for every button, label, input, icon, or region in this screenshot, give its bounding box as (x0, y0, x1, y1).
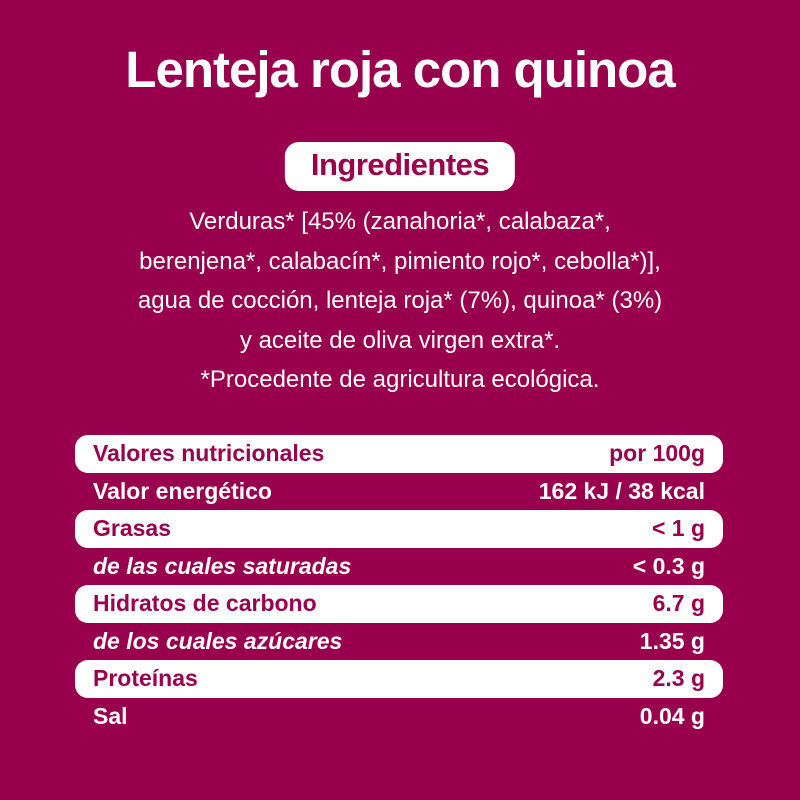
ingredients-badge: Ingredientes (284, 142, 516, 191)
table-header-row: Valores nutricionales por 100g (75, 435, 723, 473)
table-row-sal: Sal 0.04 g (75, 698, 723, 736)
table-row-azucares: de los cuales azúcares 1.35 g (75, 623, 723, 661)
row-value: < 0.3 g (632, 552, 705, 579)
product-title: Lenteja roja con quinoa (125, 41, 675, 98)
row-label: Hidratos de carbono (93, 590, 317, 617)
table-row-hidratos: Hidratos de carbono 6.7 g (75, 585, 723, 623)
table-header-label: Valores nutricionales (93, 440, 325, 467)
row-value: 162 kJ / 38 kcal (538, 477, 705, 504)
ingredients-line: agua de cocción, lenteja roja* (7%), qui… (137, 287, 663, 314)
ingredients-badge-label: Ingredientes (310, 147, 490, 182)
row-label: Sal (93, 702, 128, 729)
row-label: Valor energético (93, 477, 272, 504)
ingredients-text: Verduras* [45% (zanahoria*, calabaza*, b… (40, 202, 760, 400)
ingredients-line: Verduras* [45% (zanahoria*, calabaza*, (189, 208, 611, 235)
row-value: 0.04 g (639, 702, 705, 729)
table-row-proteinas: Proteínas 2.3 g (75, 660, 723, 698)
nutrition-table: Valores nutricionales por 100g Valor ene… (75, 435, 723, 735)
row-value: 2.3 g (652, 665, 705, 692)
row-label: Grasas (93, 515, 172, 542)
row-label: de las cuales saturadas (93, 552, 352, 579)
row-label: Proteínas (93, 665, 198, 692)
row-value: < 1 g (651, 515, 705, 542)
ingredients-line: y aceite de oliva virgen extra*. (239, 326, 561, 354)
ingredients-line: *Procedente de agricultura ecológica. (200, 366, 600, 393)
table-row-saturadas: de las cuales saturadas < 0.3 g (75, 548, 723, 586)
table-row-grasas: Grasas < 1 g (75, 510, 723, 548)
ingredients-line: berenjena*, calabacín*, pimiento rojo*, … (139, 247, 661, 275)
table-header-value: por 100g (609, 440, 705, 467)
table-row-valor-energetico: Valor energético 162 kJ / 38 kcal (75, 473, 723, 511)
row-value: 1.35 g (639, 627, 705, 654)
row-value: 6.7 g (652, 590, 705, 617)
row-label: de los cuales azúcares (93, 627, 343, 654)
